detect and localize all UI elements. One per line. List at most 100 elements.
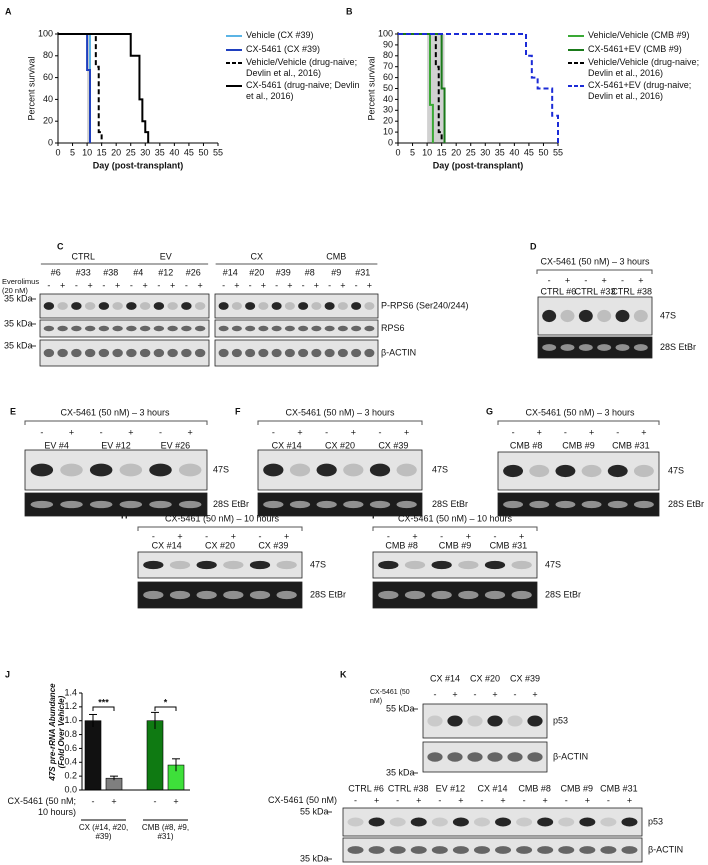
treatment-sign: +: [197, 280, 202, 290]
band: [581, 500, 602, 509]
treatment-sign: +: [177, 531, 182, 541]
legend-label: CX-5461+EV (CMB #9): [588, 44, 682, 54]
band: [487, 715, 503, 727]
y-axis-title: Percent survival: [26, 56, 36, 120]
band-label: β-ACTIN: [381, 347, 416, 357]
blot-panel: [342, 837, 643, 863]
sample-label: EV #12: [101, 440, 131, 450]
band: [57, 348, 68, 358]
legend-label: CX-5461+EV (drug-naive; Devlin et al., 2…: [588, 80, 692, 101]
band: [169, 560, 191, 570]
survival-curve: [58, 33, 103, 143]
band: [126, 302, 137, 310]
treatment-sign: -: [40, 427, 43, 437]
y-tick-label: 20: [43, 116, 53, 126]
blot-panel: [537, 296, 653, 336]
band: [579, 817, 596, 827]
band: [529, 464, 550, 478]
band: [271, 302, 282, 310]
treatment-sign: +: [314, 280, 319, 290]
band: [231, 348, 242, 358]
treatment-sign: -: [387, 531, 390, 541]
band: [245, 302, 256, 310]
band: [597, 309, 612, 323]
band-label: 28S EtBr: [310, 589, 346, 599]
survival-curve: [58, 33, 91, 143]
x-tick-label: 35: [495, 147, 505, 157]
band: [404, 560, 426, 570]
band: [487, 752, 503, 762]
treatment-sign: -: [396, 795, 399, 805]
blot-panel: [39, 293, 210, 319]
band: [578, 309, 593, 323]
band: [181, 348, 192, 358]
band: [431, 817, 448, 827]
band: [218, 302, 229, 310]
band: [271, 325, 282, 332]
band: [139, 302, 151, 310]
blot-title: CX-5461 (50 nM) – 3 hours: [525, 407, 635, 417]
band-label: β-ACTIN: [553, 751, 588, 761]
band: [369, 500, 391, 509]
treatment-sign: -: [259, 531, 262, 541]
treatment-sign: -: [130, 280, 133, 290]
blot-panel: [39, 319, 210, 338]
panel-letter: E: [10, 406, 16, 416]
sample-label: EV #26: [161, 440, 191, 450]
x-axis-title: Day (post-transplant): [433, 160, 524, 170]
sample-label: CTRL #38: [388, 783, 429, 793]
x-tick-label: 35: [155, 147, 165, 157]
band: [633, 500, 654, 509]
band: [558, 846, 575, 854]
sample-label: CX #39: [378, 440, 408, 450]
sample-label: CTRL #33: [575, 286, 616, 296]
treatment-sign: +: [585, 795, 590, 805]
blot-title: CX-5461 (50 nM) – 10 hours: [165, 513, 280, 523]
band: [351, 325, 362, 332]
x-tick-label: 50: [538, 147, 548, 157]
error-bar: [110, 775, 118, 781]
band: [621, 846, 638, 854]
band: [276, 560, 297, 570]
band: [153, 302, 165, 310]
band-label: p53: [648, 816, 663, 826]
sample-label: CMB #31: [490, 540, 528, 550]
band: [516, 817, 533, 827]
sample-label: CX #14: [477, 783, 507, 793]
condition-bracket: [497, 420, 660, 425]
treatment-sign: -: [512, 427, 515, 437]
treatment-sign: -: [157, 280, 160, 290]
error-bar: [151, 711, 159, 730]
band: [511, 560, 532, 570]
band: [347, 817, 364, 827]
band: [452, 817, 469, 827]
band: [542, 344, 557, 351]
blot-panel: [214, 293, 379, 319]
band: [368, 817, 385, 827]
treatment-sign: -: [47, 280, 50, 290]
band: [404, 590, 426, 600]
treatment-sign: -: [159, 427, 162, 437]
blot-panel: [497, 492, 660, 517]
treatment-sign: -: [514, 689, 517, 699]
legend-label: CX-5461 (CX #39): [246, 44, 321, 54]
band: [60, 500, 83, 509]
treatment-sign: +: [412, 531, 417, 541]
treatment-sign: -: [564, 427, 567, 437]
legend-label: Vehicle/Vehicle (CMB #9): [588, 30, 690, 40]
x-tick-label: 40: [509, 147, 519, 157]
sample-label: #9: [331, 267, 341, 277]
band: [427, 715, 443, 727]
band-label: β-ACTIN: [648, 844, 683, 854]
blot-panel: [372, 551, 538, 579]
y-tick-label: 60: [383, 72, 393, 82]
band: [615, 309, 630, 323]
sample-label: #39: [276, 267, 291, 277]
treatment-sign: +: [374, 795, 379, 805]
treatment-sign: -: [205, 531, 208, 541]
band-label: 28S EtBr: [545, 589, 581, 599]
x-tick-label: 50: [198, 147, 208, 157]
y-tick-label: 80: [383, 50, 393, 60]
band: [223, 590, 244, 600]
